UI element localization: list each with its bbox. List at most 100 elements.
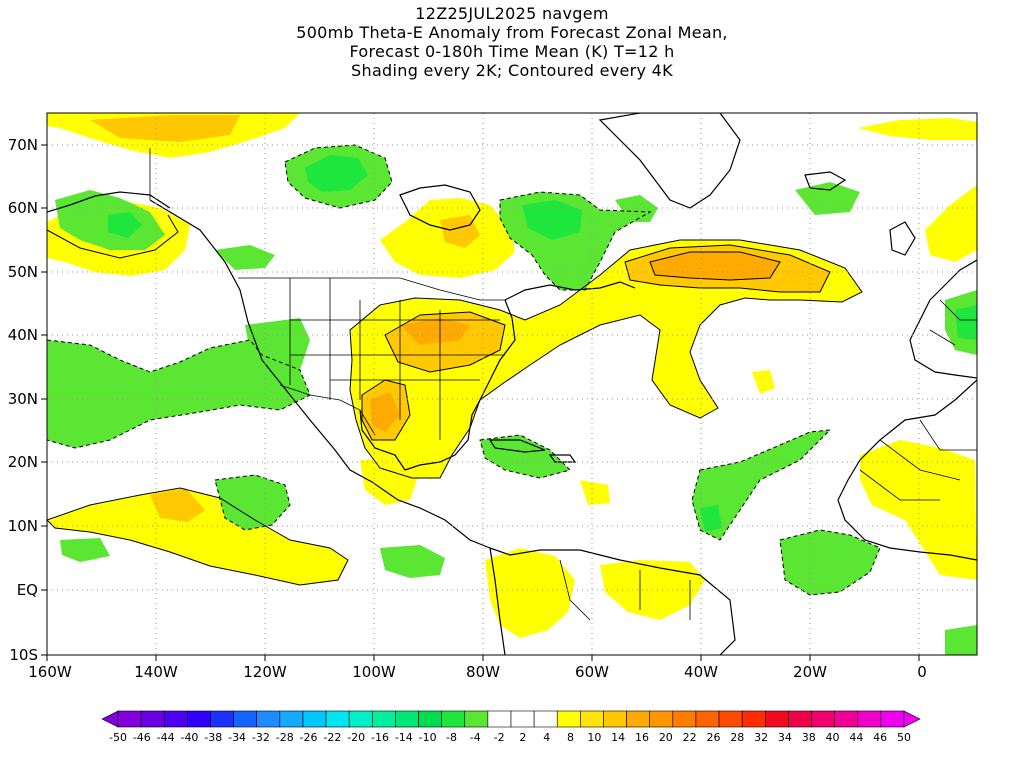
border-us-mexico — [279, 384, 376, 436]
colorbar-label: 4 — [543, 731, 550, 744]
lat-label-40n: 40N — [8, 326, 38, 344]
colorbar-label: -50 — [109, 731, 127, 744]
colorbar-swatch — [857, 710, 882, 728]
contour-lines — [47, 214, 863, 586]
colorbar-swatch — [140, 710, 165, 728]
colorbar-label: -22 — [323, 731, 341, 744]
contour-ohio — [384, 311, 506, 373]
lon-label-40w: 40W — [684, 663, 718, 681]
anomaly-tropical-pacific-negative — [380, 545, 445, 578]
title-block: 12Z25JUL2025 navgem 500mb Theta-E Anomal… — [0, 4, 1024, 80]
colorbar-swatch — [695, 710, 720, 728]
colorbar: -50 -46 -44 -40 -38 -34 -32 -28 -26 -22 -20 -16 -14-… — [101, 710, 921, 744]
colorbar-swatch — [764, 710, 789, 728]
contour-pacific-east-negative — [214, 474, 291, 531]
title-line-2: 500mb Theta-E Anomaly from Forecast Zona… — [296, 23, 728, 42]
contour-east-atlantic-negative — [779, 529, 881, 596]
anomaly-south-america — [485, 548, 575, 638]
colorbar-label: -38 — [204, 731, 222, 744]
colorbar-right-arrow — [903, 710, 921, 728]
colorbar-label: -4 — [470, 731, 481, 744]
colorbar-label: -40 — [180, 731, 198, 744]
contour-caribbean-negative — [479, 434, 571, 479]
colorbar-swatch — [533, 710, 558, 728]
lon-label-60w: 60W — [575, 663, 609, 681]
map-frame — [46, 112, 978, 656]
colorbar-label: 38 — [802, 731, 816, 744]
contour-alaska-arc — [47, 214, 179, 259]
colorbar-label: -20 — [347, 731, 365, 744]
colorbar-label: 20 — [659, 731, 673, 744]
political-borders — [149, 148, 977, 621]
longitude-labels: 160W 140W 120W 100W 80W 60W 40W 20W 0 — [28, 663, 927, 681]
colorbar-swatch — [741, 710, 766, 728]
colorbar-swatch — [117, 710, 142, 728]
colorbar-label: -46 — [133, 731, 151, 744]
anomaly-europe-north — [925, 185, 977, 262]
colorbar-label: -28 — [276, 731, 294, 744]
colorbar-label: 40 — [826, 731, 840, 744]
lat-label-10n: 10N — [8, 517, 38, 535]
coast-cuba — [488, 439, 546, 453]
anomaly-hudson-core — [440, 215, 480, 248]
lon-label-20w: 20W — [793, 663, 827, 681]
colorbar-swatch — [279, 710, 304, 728]
colorbar-swatch — [325, 710, 350, 728]
axis-ticks — [41, 144, 920, 661]
coast-greenland — [598, 113, 741, 209]
lon-label-120w: 120W — [243, 663, 287, 681]
anomaly-atlantic-jet-max — [650, 252, 780, 280]
colorbar-swatch — [464, 710, 489, 728]
contour-texas — [361, 379, 411, 441]
coast-iceland — [804, 171, 847, 191]
colorbar-swatch — [371, 710, 396, 728]
colorbar-label: 28 — [730, 731, 744, 744]
anomaly-arctic-northeast — [858, 118, 977, 140]
coast-hudson-bay — [399, 184, 481, 231]
coast-south-america — [489, 547, 736, 655]
colorbar-label: 16 — [635, 731, 649, 744]
border-us-states — [289, 278, 505, 440]
colorbar-swatch — [187, 710, 211, 728]
contour-labrador-negative — [499, 191, 652, 291]
coast-north-america-west — [149, 199, 491, 549]
colorbar-label: -10 — [419, 731, 437, 744]
colorbar-swatch — [556, 710, 581, 728]
colorbar-left-arrow — [101, 710, 119, 728]
contour-pacific-band — [47, 487, 349, 586]
colorbar-swatch — [834, 710, 859, 728]
anomaly-us-east-atlantic — [350, 240, 862, 478]
lat-label-70n: 70N — [8, 136, 38, 154]
contour-central-atlantic-negative — [691, 429, 832, 541]
contour-nw-canada-negative — [284, 144, 393, 209]
anomaly-caribbean-negative — [480, 435, 570, 478]
colorbar-label: 14 — [611, 731, 625, 744]
anomaly-greenland-negative — [615, 195, 658, 222]
anomaly-pacific-itcz — [47, 488, 348, 585]
anomaly-central-america — [580, 480, 610, 505]
anomaly-east-atlantic-negative — [780, 530, 880, 595]
anomaly-hawaii-negative — [60, 538, 110, 562]
anomaly-iberia-core — [955, 305, 977, 340]
anomaly-central-atlantic-negative — [692, 430, 830, 540]
anomaly-atlantic-core — [700, 505, 722, 532]
colorbar-swatch — [348, 710, 373, 728]
contour-pacific-negative — [47, 339, 311, 449]
colorbar-label: 46 — [873, 731, 887, 744]
coast-europe — [909, 259, 977, 379]
coast-uk — [889, 221, 916, 256]
coast-north-america-east — [404, 299, 516, 471]
contour-jet-outer — [349, 239, 863, 479]
colorbar-swatch — [302, 710, 327, 728]
colorbar-label: -26 — [300, 731, 318, 744]
colorbar-label: -34 — [228, 731, 246, 744]
colorbar-label: 34 — [778, 731, 792, 744]
coast-alaska — [47, 191, 171, 213]
border-africa — [859, 419, 977, 501]
coast-canada-east — [504, 281, 636, 301]
colorbar-swatch — [510, 710, 535, 728]
anomaly-alaska-core — [108, 212, 142, 238]
anomaly-west-africa — [860, 440, 977, 580]
anomaly-pacific-nw-negative — [215, 245, 275, 270]
colorbar-label: -16 — [371, 731, 389, 744]
